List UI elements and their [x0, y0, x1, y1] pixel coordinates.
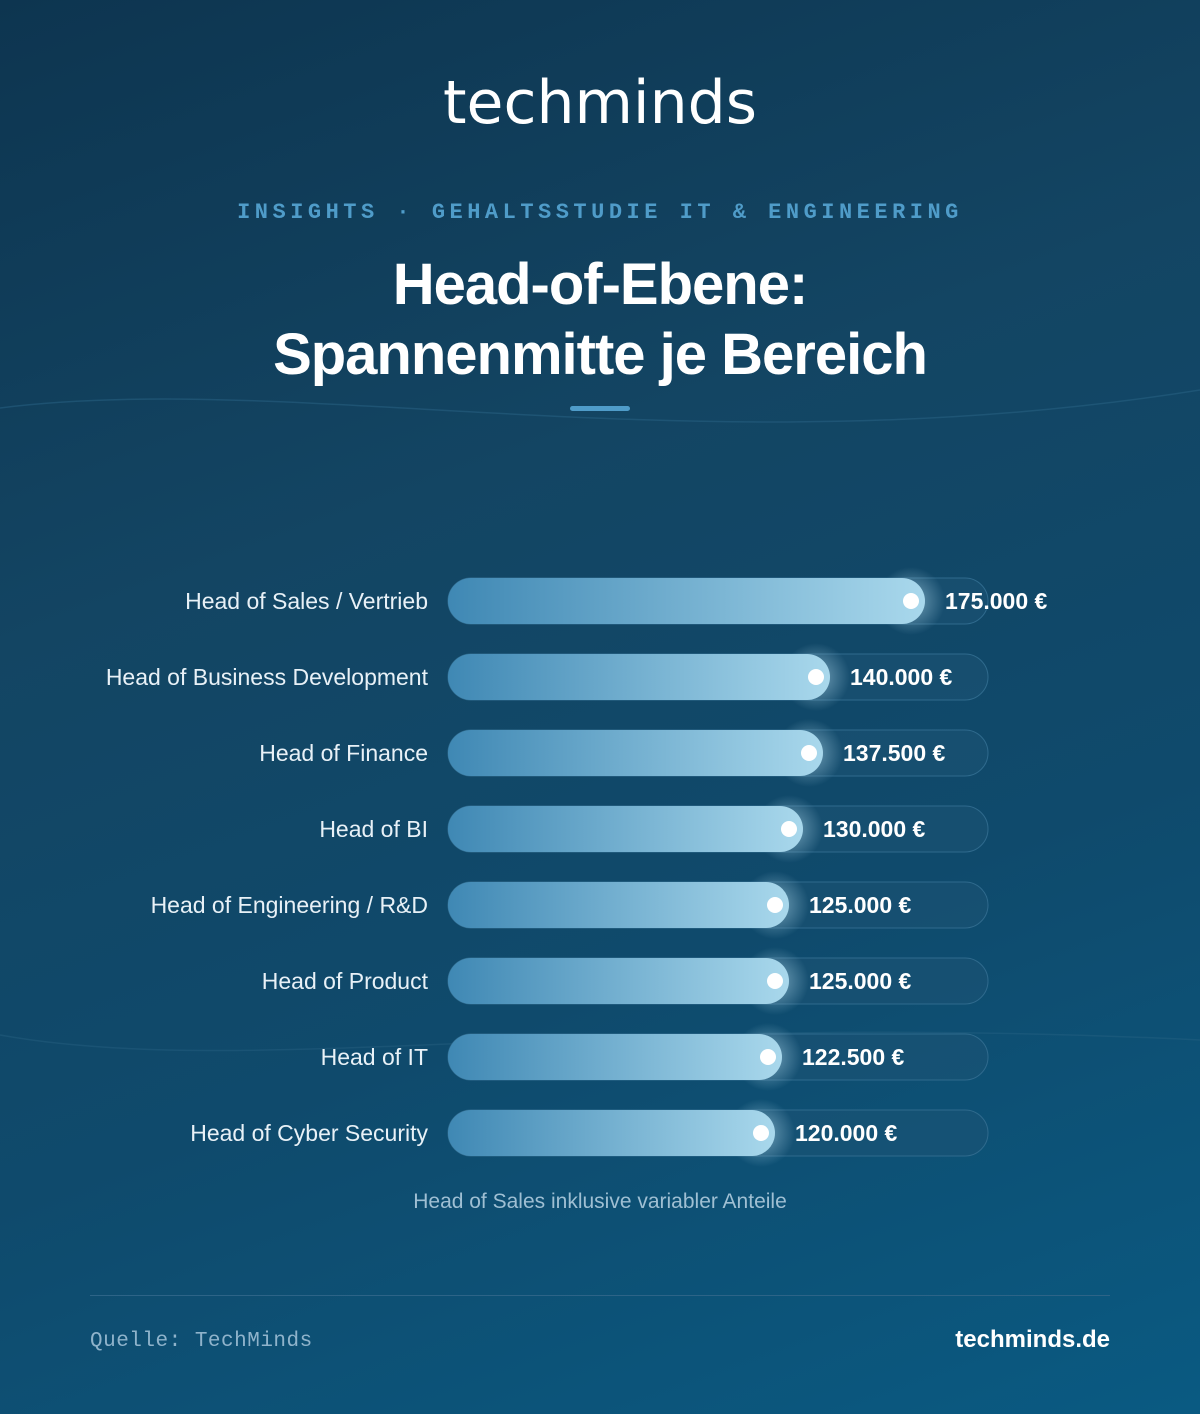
value-label: 140.000 € — [850, 664, 953, 690]
bar-end-dot — [760, 1049, 776, 1065]
value-label: 125.000 € — [809, 968, 912, 994]
category-label: Head of IT — [320, 1044, 428, 1070]
bar — [448, 1110, 775, 1156]
page-title: Head-of-Ebene: Spannenmitte je Bereich — [0, 250, 1200, 390]
value-label: 130.000 € — [823, 816, 926, 842]
value-label: 137.500 € — [843, 740, 946, 766]
bar — [448, 730, 823, 776]
bar — [448, 958, 789, 1004]
bar-end-dot — [767, 897, 783, 913]
bar-end-dot — [903, 593, 919, 609]
website-link[interactable]: techminds.de — [955, 1326, 1110, 1353]
bar — [448, 1034, 782, 1080]
chart-footnote: Head of Sales inklusive variabler Anteil… — [413, 1190, 787, 1213]
category-label: Head of Business Development — [105, 664, 428, 690]
value-label: 175.000 € — [945, 588, 1048, 614]
category-label: Head of Product — [261, 968, 428, 994]
category-label: Head of Finance — [259, 740, 428, 766]
bar-end-dot — [781, 821, 797, 837]
bar — [448, 882, 789, 928]
value-label: 125.000 € — [809, 892, 912, 918]
brand-logo: techminds — [443, 68, 757, 138]
category-label: Head of Sales / Vertrieb — [185, 588, 428, 614]
category-label: Head of BI — [319, 816, 428, 842]
kicker: INSIGHTS · GEHALTSSTUDIE IT & ENGINEERIN… — [237, 200, 963, 225]
value-label: 122.500 € — [802, 1044, 905, 1070]
bar — [448, 578, 925, 624]
bar-end-dot — [767, 973, 783, 989]
title-divider — [570, 406, 630, 411]
bar — [448, 806, 803, 852]
title-line-2: Spannenmitte je Bereich — [273, 322, 928, 387]
footer-divider — [90, 1295, 1110, 1296]
title-line-1: Head-of-Ebene: — [392, 252, 809, 317]
category-label: Head of Cyber Security — [190, 1120, 428, 1146]
bar — [448, 654, 830, 700]
bar-end-dot — [753, 1125, 769, 1141]
category-label: Head of Engineering / R&D — [150, 892, 428, 918]
value-label: 120.000 € — [795, 1120, 898, 1146]
bar-end-dot — [808, 669, 824, 685]
source-label: Quelle: TechMinds — [90, 1330, 313, 1353]
bar-end-dot — [801, 745, 817, 761]
